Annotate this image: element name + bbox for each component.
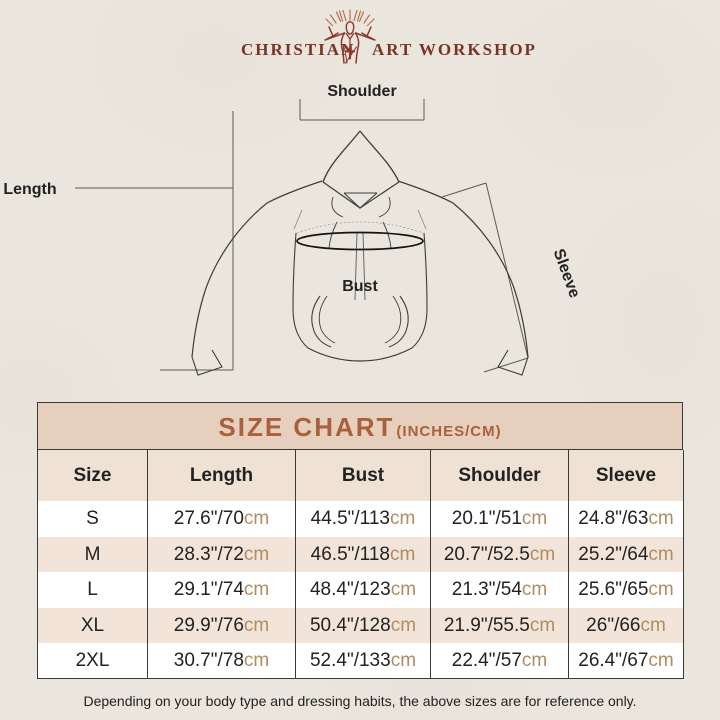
svg-text:Length: Length bbox=[3, 181, 56, 198]
svg-text:Shoulder: Shoulder bbox=[327, 83, 396, 100]
svg-text:Sleeve: Sleeve bbox=[550, 247, 583, 301]
svg-text:Bust: Bust bbox=[342, 278, 378, 295]
